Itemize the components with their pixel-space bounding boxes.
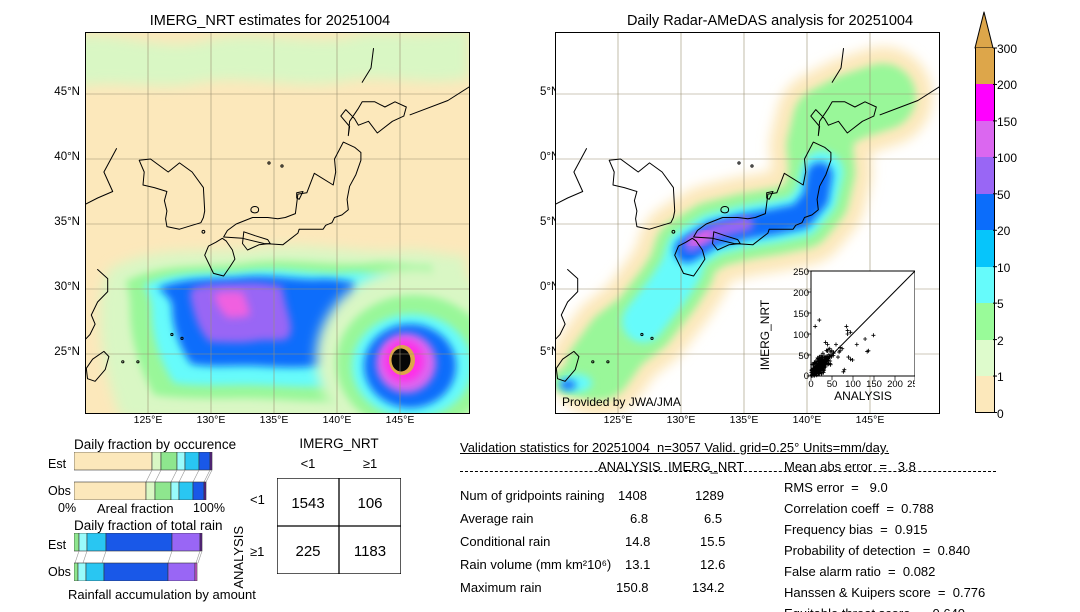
svg-text:250: 250 bbox=[793, 267, 809, 278]
svg-text:50: 50 bbox=[798, 351, 809, 362]
svg-text:250: 250 bbox=[907, 379, 915, 390]
svg-text:100: 100 bbox=[793, 330, 809, 341]
svg-text:ANALYSIS: ANALYSIS bbox=[834, 389, 892, 403]
svg-text:IMERG_NRT: IMERG_NRT bbox=[758, 299, 772, 370]
svg-text:200: 200 bbox=[793, 288, 809, 299]
svg-text:1543: 1543 bbox=[291, 495, 324, 512]
svg-text:150: 150 bbox=[793, 309, 809, 320]
svg-text:Provided by JWA/JMA: Provided by JWA/JMA bbox=[562, 395, 681, 409]
svg-text:106: 106 bbox=[357, 495, 382, 512]
svg-text:1183: 1183 bbox=[354, 543, 386, 560]
svg-text:225: 225 bbox=[295, 543, 320, 560]
svg-text:0: 0 bbox=[808, 379, 813, 390]
